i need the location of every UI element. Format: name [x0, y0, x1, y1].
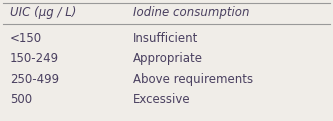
Text: Above requirements: Above requirements — [133, 73, 253, 86]
Text: UIC (μg / L): UIC (μg / L) — [10, 6, 76, 19]
Text: 250-499: 250-499 — [10, 73, 59, 86]
Text: Excessive: Excessive — [133, 93, 191, 106]
Text: 500: 500 — [10, 93, 32, 106]
Text: <150: <150 — [10, 32, 42, 45]
Text: Insufficient: Insufficient — [133, 32, 198, 45]
Text: 150-249: 150-249 — [10, 52, 59, 65]
Text: Appropriate: Appropriate — [133, 52, 203, 65]
Text: Iodine consumption: Iodine consumption — [133, 6, 250, 19]
